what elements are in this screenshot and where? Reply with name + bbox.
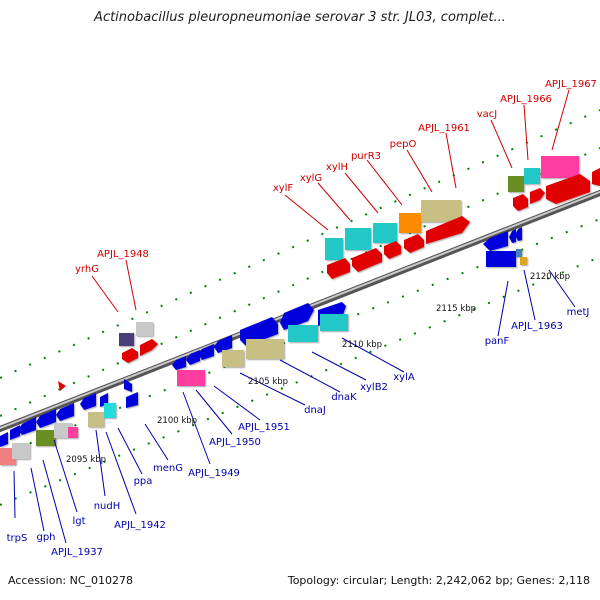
gene-arrow [280,303,314,330]
gene-label-xylA: xylA [393,372,415,383]
gene-arrow [124,379,132,392]
gene-label-xylB2: xylB2 [360,382,388,393]
gene-label-metJ: metJ [567,307,590,318]
gene-arrow [126,392,138,408]
gene-arrow [513,194,528,211]
gene-arrow [592,168,600,186]
gene-box [524,168,540,184]
gene-arrow [483,231,508,251]
gene-label-purR3: purR3 [351,151,381,162]
gene-label-APJL_1951: APJL_1951 [238,422,290,433]
gene-box [373,223,397,243]
gene-arrow [384,241,401,259]
gene-arrow [546,174,590,204]
gene-arrow [186,350,200,365]
gene-label-lgt: lgt [72,516,85,527]
gene-arrow [404,234,424,253]
gene-label-APJL_1961: APJL_1961 [418,123,470,134]
feature-marker-icon [58,381,66,391]
scale-label: 2100 kbp [157,416,197,426]
gene-arrow [327,258,350,279]
gene-box [520,257,527,265]
gene-box [541,156,579,178]
gene-arrow [426,216,470,244]
gene-label-APJL_1948: APJL_1948 [97,249,149,260]
gene-arrow [36,409,56,428]
gene-box [36,430,56,446]
gene-box [119,333,134,346]
gene-box [54,423,72,438]
gene-arrow [214,335,232,353]
scale-label: 2110 kbp [342,340,382,350]
gene-label-xylF: xylF [273,183,294,194]
gene-arrow [140,339,158,356]
gene-box [345,228,371,250]
page-title: Actinobacillus pleuropneumoniae serovar … [94,10,506,25]
gene-label-vacJ: vacJ [477,109,498,120]
gene-arrow [530,188,545,204]
gene-arrow [56,403,74,421]
gene-box [12,443,30,459]
gene-box [222,350,244,367]
gene-box [320,314,348,331]
gene-box [516,249,522,257]
gene-box [177,370,205,386]
gene-label-dnaK: dnaK [331,392,357,403]
gene-label-menG: menG [153,463,183,474]
scale-label: 2120 kbp [530,272,570,282]
gene-arrow [122,348,138,363]
gene-box [399,213,421,233]
gene-label-APJL_1967: APJL_1967 [545,79,597,90]
gene-label-pepO: pepO [390,139,417,150]
gene-label-panF: panF [485,336,510,347]
gene-arrow [352,248,382,272]
scale-label: 2115 kbp [436,304,476,314]
gene-label-yrhG: yrhG [75,264,99,275]
gene-box [246,339,284,359]
gene-arrow [509,229,516,243]
gene-label-APJL_1937: APJL_1937 [51,547,103,558]
gene-box [104,403,116,418]
scale-label: 2095 kbp [66,455,106,465]
gene-box [486,251,516,267]
gene-arrow [198,344,214,360]
gene-box [421,200,461,222]
gene-label-xylH: xylH [326,162,348,173]
gene-label-gph: gph [36,532,55,543]
gene-arrow [0,432,8,447]
gene-label-dnaJ: dnaJ [304,405,326,416]
gene-box [288,325,318,342]
genome-stats-label: Topology: circular; Length: 2,242,062 bp… [287,574,590,587]
gene-box [508,176,524,192]
gene-arrow [240,317,278,346]
accession-label: Accession: NC_010278 [8,574,134,587]
leader-lines [13,89,576,544]
gene-arrow [172,356,186,370]
gene-label-APJL_1966: APJL_1966 [500,94,552,105]
gene-box [68,427,78,438]
gene-label-APJL_1942: APJL_1942 [114,520,166,531]
gene-arrow [515,227,522,241]
gene-label-nudH: nudH [94,501,121,512]
gene-box [88,412,104,427]
gene-arrow [18,417,36,435]
gene-label-trpS: trpS [7,533,28,544]
gene-arrow [80,393,96,410]
gene-label-APJL_1950: APJL_1950 [209,437,261,448]
gene-box [325,238,343,260]
gene-label-APJL_1963: APJL_1963 [511,321,563,332]
gene-label-xylG: xylG [300,173,322,184]
gene-label-APJL_1949: APJL_1949 [188,468,240,479]
gene-arrow [10,425,20,440]
tick-row-outer-bottom [0,256,600,506]
reverse-genes [0,227,527,465]
scale-label: 2105 kbp [248,377,288,387]
gene-label-ppa: ppa [134,476,153,487]
forward-genes [119,156,600,363]
gene-box [136,322,153,336]
